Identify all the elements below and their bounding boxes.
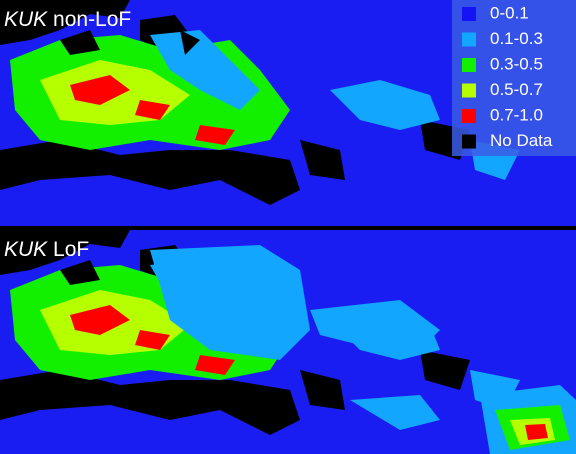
legend-swatch <box>462 134 476 149</box>
legend-label: 0.1-0.3 <box>490 29 543 48</box>
legend-label: 0.7-1.0 <box>490 105 543 124</box>
legend-label: 0.5-0.7 <box>490 80 543 99</box>
panel-title: KUK LoF <box>4 238 89 261</box>
legend-swatch <box>462 7 476 21</box>
variant: non-LoF <box>53 8 131 31</box>
legend-label: 0-0.1 <box>490 3 529 22</box>
legend-label: 0.3-0.5 <box>490 54 543 73</box>
legend-swatch <box>462 32 476 47</box>
legend-swatch <box>462 109 476 123</box>
divider <box>0 226 576 230</box>
legend: 0-0.1 0.1-0.3 0.3-0.5 0.5-0.7 0.7-1.0 No Data <box>452 0 576 156</box>
panel-bottom <box>0 230 576 454</box>
panel-title: KUK non-LoF <box>4 8 131 31</box>
legend-swatch <box>462 58 476 72</box>
gene: KUK <box>4 8 48 31</box>
variant: LoF <box>53 238 89 261</box>
legend-swatch <box>462 83 476 98</box>
gene: KUK <box>4 238 48 261</box>
legend-label: No Data <box>490 131 553 150</box>
